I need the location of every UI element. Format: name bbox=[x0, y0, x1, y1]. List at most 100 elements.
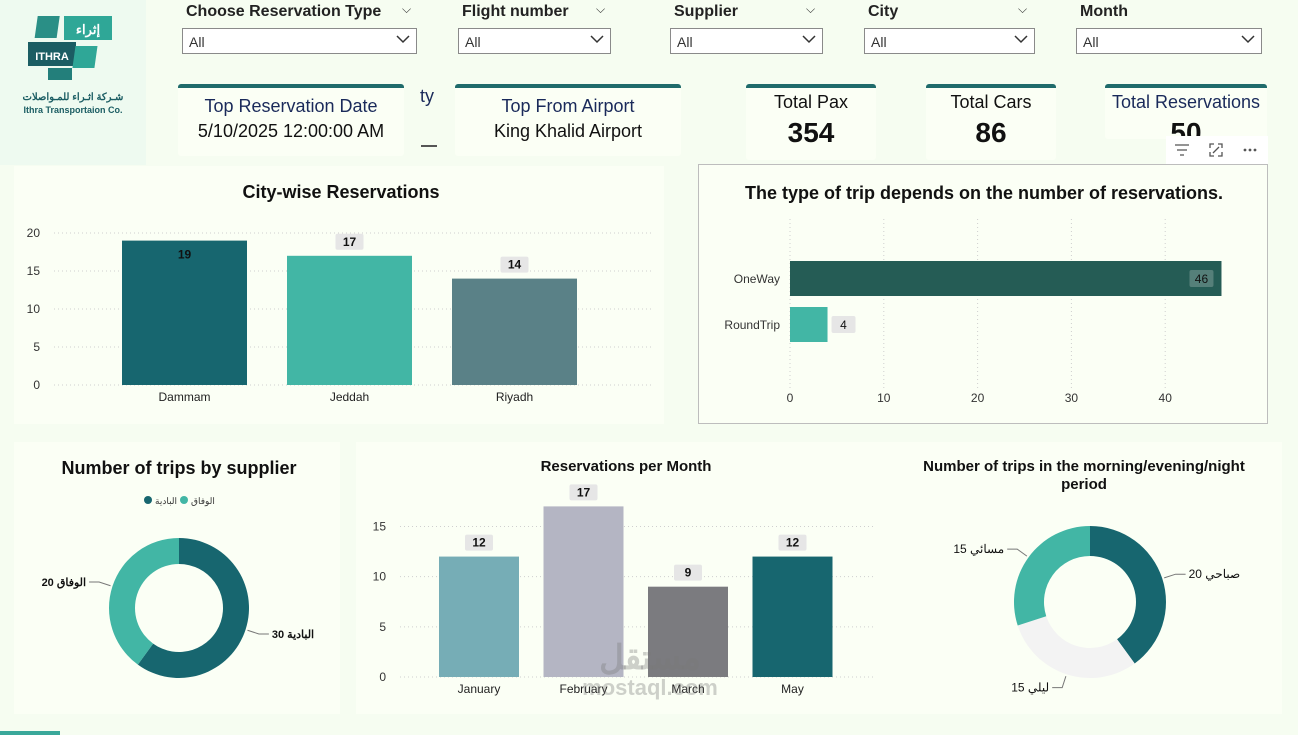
period-donut-chart: 20 صباحي 15 ليلي 15 مسائي bbox=[953, 526, 1241, 695]
y-tick-label: RoundTrip bbox=[724, 318, 780, 332]
trip-type-bar-chart: 0 10 20 30 40 OneWay 46 RoundTrip 4 bbox=[724, 219, 1222, 405]
y-tick-label: 5 bbox=[379, 620, 386, 634]
logo-panel: إثراء ITHRA شـركة اثـراء للمـواصلات Ithr… bbox=[0, 0, 146, 165]
total-pax-title: Total Pax bbox=[773, 92, 849, 112]
watermark-en: mostaql.com bbox=[582, 675, 718, 700]
logo-company-ar: شـركة اثـراء للمـواصلات bbox=[22, 92, 124, 103]
data-label-bg bbox=[778, 534, 807, 551]
supplier-panel: Number of trips by supplier البادية الوفا… bbox=[14, 442, 340, 714]
logo-company-en: Ithra Transportaion Co. bbox=[23, 105, 123, 115]
chevron-down-icon bbox=[590, 35, 604, 44]
focus-mode-icon[interactable] bbox=[1208, 142, 1224, 158]
data-label: 9 bbox=[685, 566, 692, 580]
x-tick-label: 40 bbox=[1159, 391, 1173, 405]
data-label-bg bbox=[465, 534, 493, 551]
bar bbox=[452, 278, 577, 385]
leader-line bbox=[1052, 676, 1067, 689]
data-label: 17 bbox=[343, 235, 357, 249]
total-reservations-value: 50 bbox=[1170, 117, 1202, 139]
city-select[interactable]: All bbox=[864, 28, 1035, 54]
x-tick-label: Riyadh bbox=[496, 390, 533, 404]
visual-toolbar bbox=[1166, 136, 1268, 164]
x-tick-label: Jeddah bbox=[330, 390, 369, 404]
supplier-select[interactable]: All bbox=[670, 28, 823, 54]
data-label-bg bbox=[674, 564, 702, 581]
supplier-label: Supplier bbox=[674, 3, 739, 20]
leader-line bbox=[1007, 548, 1028, 557]
supplier-chart-title: Number of trips by supplier bbox=[61, 458, 297, 478]
flight-number-label: Flight number bbox=[462, 3, 569, 20]
month-select[interactable]: All bbox=[1076, 28, 1262, 54]
slice-label: 20 الوفاق bbox=[42, 577, 87, 589]
leader-line bbox=[1164, 573, 1186, 579]
leader-line bbox=[247, 629, 269, 635]
y-tick-label: 15 bbox=[373, 519, 387, 533]
slice-label: 30 البادية bbox=[272, 629, 314, 641]
total-pax-card: Total Pax 354 bbox=[746, 84, 876, 160]
month-label: Month bbox=[1080, 3, 1128, 20]
y-tick-label: 5 bbox=[33, 340, 40, 354]
chevron-down-icon[interactable]: ⌵ bbox=[596, 2, 606, 16]
total-cars-title: Total Cars bbox=[950, 92, 1032, 112]
chevron-down-icon bbox=[396, 35, 410, 44]
city-label: City bbox=[868, 3, 899, 20]
y-tick-label: 0 bbox=[33, 378, 40, 392]
data-label-bg bbox=[500, 256, 529, 273]
data-label-bg bbox=[831, 316, 856, 333]
reservation-type-value: All bbox=[189, 34, 205, 50]
data-label-bg bbox=[335, 233, 364, 250]
slice-label: 20 صباحي bbox=[1189, 567, 1241, 581]
y-tick-label: OneWay bbox=[734, 272, 780, 286]
supplier-donut-chart: البادية الوفاق 30 البادية 20 الوفاق bbox=[42, 496, 314, 678]
total-pax-value: 354 bbox=[787, 117, 835, 148]
reservation-type-label: Choose Reservation Type bbox=[186, 3, 382, 20]
donut-slice bbox=[1017, 616, 1135, 678]
monthly-bar-chart: 0 5 10 15 12 January 17 February 9 March 12 May bbox=[373, 484, 876, 696]
city-reservations-panel: City-wise Reservations 0 5 10 15 20 19 Dammam 1… bbox=[14, 166, 664, 424]
y-tick-label: 10 bbox=[373, 570, 387, 584]
top-from-airport-value: King Khalid Airport bbox=[493, 121, 643, 141]
y-tick-label: 20 bbox=[27, 226, 41, 240]
logo-brand-ar: إثراء bbox=[76, 22, 101, 38]
data-label: 12 bbox=[472, 536, 486, 550]
legend-label: الوفاق bbox=[191, 496, 215, 507]
more-options-icon[interactable] bbox=[1242, 142, 1258, 158]
monthly-chart-title: Reservations per Month bbox=[540, 458, 712, 475]
flight-number-select[interactable]: All bbox=[458, 28, 611, 54]
leader-line bbox=[89, 581, 111, 587]
y-tick-label: 10 bbox=[27, 302, 41, 316]
top-from-airport-card: Top From Airport King Khalid Airport bbox=[455, 84, 681, 156]
total-cars-value: 86 bbox=[975, 117, 1007, 148]
legend-marker bbox=[180, 496, 188, 504]
data-label: 4 bbox=[840, 318, 847, 332]
data-label: 19 bbox=[178, 248, 192, 262]
slice-label: 15 مسائي bbox=[953, 542, 1004, 556]
trip-type-panel[interactable]: The type of trip depends on the number o… bbox=[698, 164, 1268, 424]
top-from-airport-title: Top From Airport bbox=[501, 96, 635, 116]
x-tick-label: 30 bbox=[1065, 391, 1079, 405]
page-bottom-strip bbox=[0, 731, 60, 735]
top-reservation-date-value: 5/10/2025 12:00:00 AM bbox=[197, 121, 385, 141]
chevron-down-icon[interactable]: ⌵ bbox=[806, 2, 816, 16]
reservation-type-select[interactable]: All bbox=[182, 28, 417, 54]
chevron-down-icon[interactable]: ⌵ bbox=[1018, 2, 1028, 16]
chevron-down-icon bbox=[1241, 35, 1255, 44]
x-tick-label: 0 bbox=[787, 391, 794, 405]
y-tick-label: 15 bbox=[27, 264, 41, 278]
x-tick-label: February bbox=[559, 682, 607, 696]
donut-slice bbox=[1090, 526, 1166, 664]
x-tick-label: May bbox=[781, 682, 804, 696]
legend-marker bbox=[144, 496, 152, 504]
chevron-down-icon[interactable]: ⌵ bbox=[402, 2, 412, 16]
x-tick-label: Dammam bbox=[158, 390, 210, 404]
total-reservations-title: Total Reservations bbox=[1111, 92, 1261, 112]
top-reservation-date-card: Top Reservation Date 5/10/2025 12:00:00 … bbox=[178, 84, 404, 156]
flight-number-value: All bbox=[465, 34, 481, 50]
filter-icon[interactable] bbox=[1174, 142, 1190, 158]
donut-slice bbox=[1014, 526, 1090, 626]
trip-type-chart-title: The type of trip depends on the number o… bbox=[744, 183, 1224, 203]
y-tick-label: 0 bbox=[379, 670, 386, 684]
monthly-panel: Reservations per Month Number of trips i… bbox=[356, 442, 1282, 714]
total-cars-card: Total Cars 86 bbox=[926, 84, 1056, 160]
period-chart-title: Number of trips in the morning/evening/n… bbox=[923, 458, 1245, 493]
